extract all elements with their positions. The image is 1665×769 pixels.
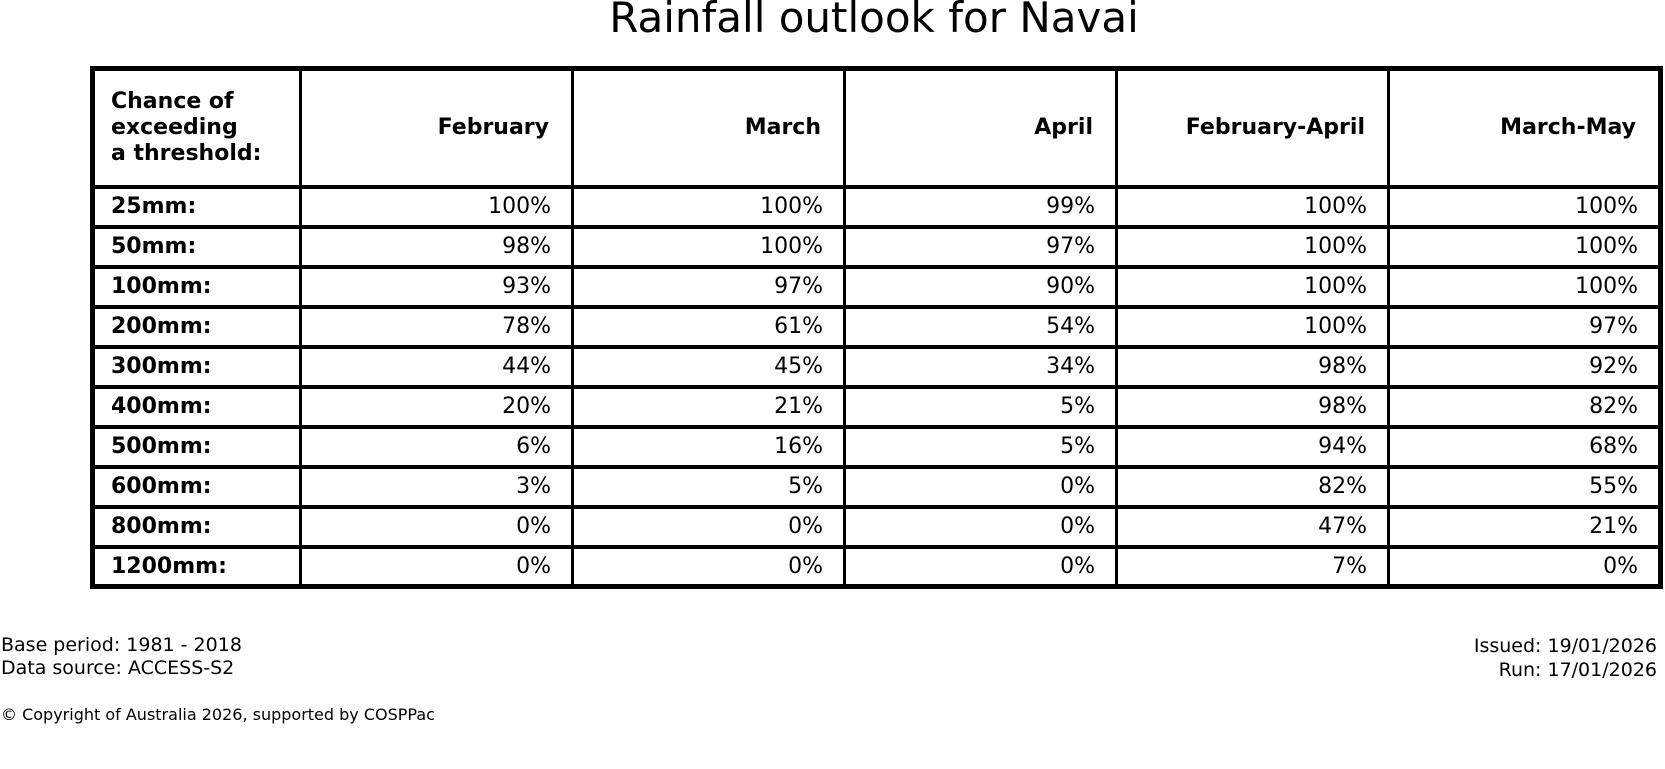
cell-100mm-april: 90% bbox=[843, 264, 1118, 309]
table-row-50mm: 50mm: 98% 100% 97% 100% 100% bbox=[91, 224, 1662, 269]
table-row-600mm: 600mm: 3% 5% 0% 82% 55% bbox=[91, 464, 1662, 509]
table-row-400mm: 400mm: 20% 21% 5% 98% 82% bbox=[91, 384, 1662, 429]
issued-text: Issued: 19/01/2026 bbox=[1473, 635, 1657, 657]
row-header-400mm: 400mm: bbox=[91, 384, 302, 429]
column-header-march: March bbox=[571, 66, 846, 189]
cell-800mm-march-may: 21% bbox=[1387, 504, 1662, 549]
copyright-text: © Copyright of Australia 2026, supported… bbox=[1, 705, 435, 724]
cell-400mm-february-april: 98% bbox=[1115, 384, 1390, 429]
cell-600mm-february: 3% bbox=[299, 464, 574, 509]
cell-300mm-february-april: 98% bbox=[1115, 344, 1390, 389]
row-header-300mm: 300mm: bbox=[91, 344, 302, 389]
cell-100mm-march: 97% bbox=[571, 264, 846, 309]
row-header-500mm: 500mm: bbox=[91, 424, 302, 469]
cell-200mm-february: 78% bbox=[299, 304, 574, 349]
table-row-25mm: 25mm: 100% 100% 99% 100% 100% bbox=[91, 184, 1662, 229]
header-row: Chance of exceeding a threshold: Februar… bbox=[91, 66, 1662, 189]
cell-800mm-february: 0% bbox=[299, 504, 574, 549]
run-text: Run: 17/01/2026 bbox=[1498, 659, 1657, 681]
cell-500mm-march: 16% bbox=[571, 424, 846, 469]
cell-400mm-february: 20% bbox=[299, 384, 574, 429]
base-period-text: Base period: 1981 - 2018 bbox=[1, 634, 242, 656]
cell-200mm-april: 54% bbox=[843, 304, 1118, 349]
cell-300mm-february: 44% bbox=[299, 344, 574, 389]
row-header-1200mm: 1200mm: bbox=[91, 544, 302, 589]
corner-header: Chance of exceeding a threshold: bbox=[91, 66, 302, 189]
footer-left: Base period: 1981 - 2018 Data source: AC… bbox=[1, 634, 242, 680]
cell-1200mm-february: 0% bbox=[299, 544, 574, 589]
cell-25mm-march: 100% bbox=[571, 184, 846, 229]
cell-300mm-march: 45% bbox=[571, 344, 846, 389]
cell-50mm-february-april: 100% bbox=[1115, 224, 1390, 269]
cell-50mm-march: 100% bbox=[571, 224, 846, 269]
cell-1200mm-february-april: 7% bbox=[1115, 544, 1390, 589]
cell-600mm-march-may: 55% bbox=[1387, 464, 1662, 509]
row-header-800mm: 800mm: bbox=[91, 504, 302, 549]
column-header-february: February bbox=[299, 66, 574, 189]
table-row-800mm: 800mm: 0% 0% 0% 47% 21% bbox=[91, 504, 1662, 549]
rainfall-outlook-table: Chance of exceeding a threshold: Februar… bbox=[90, 66, 1663, 589]
column-header-march-may: March-May bbox=[1387, 66, 1662, 189]
row-header-25mm: 25mm: bbox=[91, 184, 302, 229]
cell-200mm-march-may: 97% bbox=[1387, 304, 1662, 349]
cell-400mm-april: 5% bbox=[843, 384, 1118, 429]
table-row-100mm: 100mm: 93% 97% 90% 100% 100% bbox=[91, 264, 1662, 309]
cell-300mm-march-may: 92% bbox=[1387, 344, 1662, 389]
table-row-1200mm: 1200mm: 0% 0% 0% 7% 0% bbox=[91, 544, 1662, 589]
column-header-april: April bbox=[843, 66, 1118, 189]
cell-800mm-march: 0% bbox=[571, 504, 846, 549]
cell-25mm-april: 99% bbox=[843, 184, 1118, 229]
cell-1200mm-march-may: 0% bbox=[1387, 544, 1662, 589]
cell-50mm-february: 98% bbox=[299, 224, 574, 269]
cell-50mm-march-may: 100% bbox=[1387, 224, 1662, 269]
cell-200mm-february-april: 100% bbox=[1115, 304, 1390, 349]
cell-500mm-march-may: 68% bbox=[1387, 424, 1662, 469]
cell-800mm-april: 0% bbox=[843, 504, 1118, 549]
cell-600mm-march: 5% bbox=[571, 464, 846, 509]
cell-400mm-march: 21% bbox=[571, 384, 846, 429]
table-row-500mm: 500mm: 6% 16% 5% 94% 68% bbox=[91, 424, 1662, 469]
cell-25mm-february-april: 100% bbox=[1115, 184, 1390, 229]
cell-500mm-february: 6% bbox=[299, 424, 574, 469]
cell-50mm-april: 97% bbox=[843, 224, 1118, 269]
cell-100mm-march-may: 100% bbox=[1387, 264, 1662, 309]
page-title: Rainfall outlook for Navai bbox=[609, 0, 1139, 42]
row-header-100mm: 100mm: bbox=[91, 264, 302, 309]
cell-600mm-february-april: 82% bbox=[1115, 464, 1390, 509]
column-header-february-april: February-April bbox=[1115, 66, 1390, 189]
cell-25mm-march-may: 100% bbox=[1387, 184, 1662, 229]
row-header-200mm: 200mm: bbox=[91, 304, 302, 349]
cell-1200mm-march: 0% bbox=[571, 544, 846, 589]
row-header-50mm: 50mm: bbox=[91, 224, 302, 269]
cell-100mm-february: 93% bbox=[299, 264, 574, 309]
cell-600mm-april: 0% bbox=[843, 464, 1118, 509]
cell-800mm-february-april: 47% bbox=[1115, 504, 1390, 549]
table-row-200mm: 200mm: 78% 61% 54% 100% 97% bbox=[91, 304, 1662, 349]
cell-100mm-february-april: 100% bbox=[1115, 264, 1390, 309]
cell-200mm-march: 61% bbox=[571, 304, 846, 349]
cell-300mm-april: 34% bbox=[843, 344, 1118, 389]
row-header-600mm: 600mm: bbox=[91, 464, 302, 509]
cell-25mm-february: 100% bbox=[299, 184, 574, 229]
cell-500mm-february-april: 94% bbox=[1115, 424, 1390, 469]
cell-400mm-march-may: 82% bbox=[1387, 384, 1662, 429]
data-source-text: Data source: ACCESS-S2 bbox=[1, 657, 235, 679]
cell-500mm-april: 5% bbox=[843, 424, 1118, 469]
footer-right: Issued: 19/01/2026 Run: 17/01/2026 bbox=[1474, 634, 1657, 682]
table-row-300mm: 300mm: 44% 45% 34% 98% 92% bbox=[91, 344, 1662, 389]
cell-1200mm-april: 0% bbox=[843, 544, 1118, 589]
